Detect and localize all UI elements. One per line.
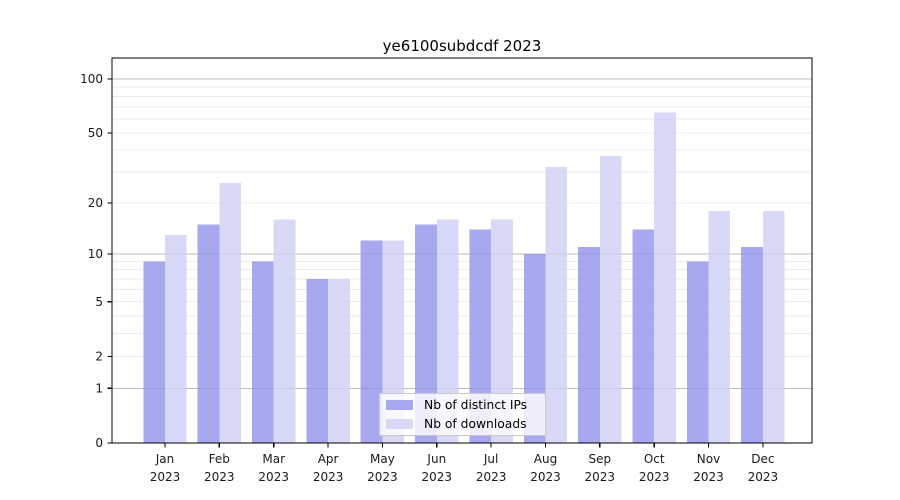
x-tick-label-month: Jan [155,452,175,466]
bar-distinct-ips-dec [741,247,763,443]
x-tick-label-year: 2023 [150,470,181,484]
legend-swatch-downloads [386,418,413,429]
legend-label-distinct-ips: Nb of distinct IPs [424,398,528,413]
x-tick-label-month: Dec [751,452,774,466]
legend-item-distinct-ips: Nb of distinct IPs [386,396,539,414]
bar-downloads-sep [599,156,622,443]
legend-swatch-distinct-ips [386,400,413,411]
bar-distinct-ips-apr [306,279,329,443]
y-tick-label: 10 [88,247,103,261]
bar-downloads-nov [708,210,731,443]
bar-distinct-ips-sep [578,247,600,443]
x-tick-label-month: Mar [262,452,285,466]
x-tick-label-year: 2023 [422,470,453,484]
bar-downloads-mar [273,219,296,443]
bar-downloads-jan [165,234,187,443]
bar-downloads-jun [436,219,459,443]
bar-downloads-jul [491,219,513,443]
y-tick-label: 5 [95,295,103,309]
bar-downloads-may [382,240,405,443]
bar-downloads-aug [545,167,568,443]
bar-distinct-ips-mar [252,261,274,443]
gridlines [112,78,812,389]
x-tick-label-month: Apr [318,452,339,466]
x-tick-label-month: Jun [426,452,446,466]
y-tick-label: 2 [95,350,103,364]
bar-distinct-ips-oct [632,229,655,443]
bar-downloads-dec [762,210,785,443]
x-axis: Jan 2023 Feb 2023 Mar 2023 Apr 2023 May 2023 Jun 20… [150,443,778,484]
x-tick-label-year: 2023 [204,470,235,484]
legend-item-downloads: Nb of downloads [386,415,539,433]
x-tick-label-month: Sep [588,452,611,466]
bar-downloads-feb [219,183,241,443]
y-tick-label: 0 [95,436,103,450]
x-tick-label-month: Feb [209,452,230,466]
bar-downloads-apr [328,279,350,443]
chart-title: ye6100subdcdf 2023 [382,37,542,55]
y-tick-label: 50 [88,126,103,140]
legend-label-downloads: Nb of downloads [424,416,527,431]
y-tick-label: 20 [88,196,103,210]
x-tick-label-year: 2023 [530,470,561,484]
bar-distinct-ips-may [360,240,383,443]
x-tick-label-year: 2023 [367,470,398,484]
plot-frame [111,57,813,444]
bar-downloads-oct [654,112,676,443]
x-tick-label-year: 2023 [585,470,616,484]
x-tick-label-month: Nov [697,452,720,466]
x-tick-label-month: Oct [644,452,665,466]
x-tick-label-month: Aug [534,452,557,466]
x-tick-label-year: 2023 [258,470,289,484]
x-tick-label-year: 2023 [476,470,507,484]
bar-distinct-ips-feb [197,224,220,443]
y-tick-label: 1 [95,382,103,396]
bar-distinct-ips-jan [143,261,165,443]
x-tick-label-month: May [370,452,395,466]
x-tick-label-year: 2023 [693,470,724,484]
x-tick-label-month: Jul [483,452,498,466]
bar-distinct-ips-nov [686,261,709,443]
x-tick-label-year: 2023 [639,470,670,484]
bar-distinct-ips-jul [469,229,492,443]
legend: Nb of distinct IPs Nb of downloads [379,393,546,436]
bar-distinct-ips-jun [415,224,437,443]
bars-distinct-ips [143,224,763,443]
x-tick-label-year: 2023 [313,470,344,484]
bars-downloads [165,112,785,443]
y-tick-label: 100 [80,72,103,86]
x-tick-label-year: 2023 [748,470,779,484]
